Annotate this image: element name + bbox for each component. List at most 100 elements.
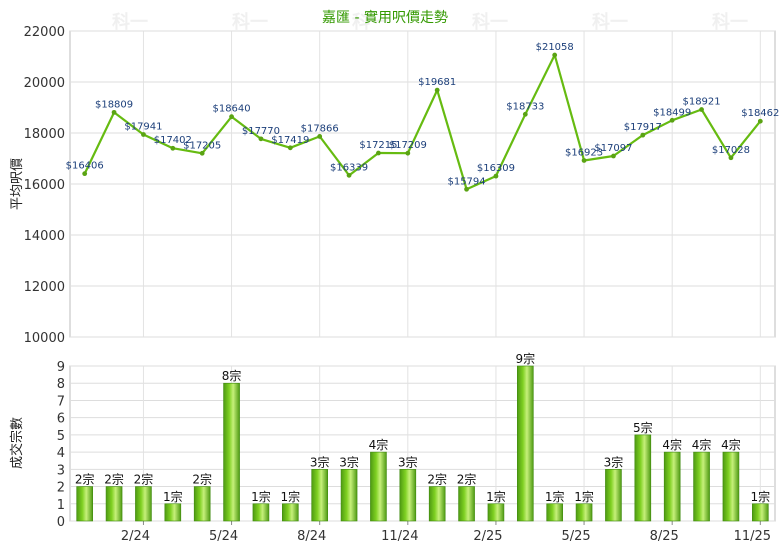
- count-data-label: 1宗: [545, 489, 565, 504]
- count-data-label: 2宗: [427, 472, 447, 487]
- count-bar: [311, 469, 328, 522]
- count-data-label: 4宗: [721, 437, 741, 452]
- count-bar: [693, 451, 710, 522]
- price-data-label: $18462: [741, 108, 779, 119]
- price-point: [434, 87, 440, 93]
- count-bar: [605, 469, 622, 522]
- price-point: [640, 132, 646, 138]
- count-data-label: 2宗: [134, 472, 154, 487]
- price-data-label: $17215: [359, 140, 397, 151]
- chart-title: 嘉匯 - 實用呎價走勢: [322, 9, 448, 26]
- x-tick-label: 2/25: [473, 529, 502, 544]
- count-data-label: 1宗: [280, 489, 300, 504]
- price-point: [82, 171, 88, 177]
- count-data-label: 3宗: [604, 454, 624, 469]
- price-series-line: [83, 53, 762, 191]
- count-bar: [164, 503, 182, 522]
- x-tick-label: 11/24: [381, 529, 418, 544]
- count-data-label: 4宗: [662, 437, 682, 452]
- price-data-label: $17770: [242, 126, 280, 137]
- count-data-label: 8宗: [222, 368, 242, 383]
- count-bar: [458, 486, 475, 522]
- count-data-label: 5宗: [633, 420, 653, 435]
- count-bar: [722, 451, 740, 522]
- price-point: [376, 150, 381, 156]
- x-tick-label: 8/24: [297, 529, 326, 544]
- count-tick-label: 5: [57, 429, 65, 444]
- price-data-label: $17028: [712, 145, 750, 156]
- price-data-label: $17209: [389, 140, 427, 151]
- price-data-label: $18499: [653, 107, 691, 118]
- count-tick-label: 8: [57, 377, 65, 392]
- price-data-label: $15794: [447, 176, 485, 187]
- price-point: [611, 153, 616, 159]
- price-data-label: $16309: [477, 163, 515, 174]
- count-bar: [76, 486, 93, 522]
- count-bar: [487, 503, 505, 522]
- count-bar: [252, 503, 270, 522]
- price-data-label: $17866: [301, 123, 339, 134]
- count-bar: [517, 365, 534, 522]
- count-tick-label: 1: [57, 498, 65, 513]
- price-axis-label: 平均呎價: [10, 158, 25, 210]
- price-data-label: $16923: [565, 147, 603, 158]
- count-bar: [282, 503, 299, 522]
- x-tick-label: 2/24: [121, 529, 150, 544]
- count-tick-label: 9: [57, 360, 65, 375]
- count-bar: [399, 469, 417, 522]
- count-bar: [340, 469, 358, 522]
- count-bar: [575, 503, 593, 522]
- count-data-label: 1宗: [486, 489, 506, 504]
- price-tick-label: 22000: [24, 25, 65, 40]
- watermark: 科一: [712, 11, 748, 33]
- price-point: [141, 132, 146, 137]
- price-point: [317, 134, 323, 139]
- count-bar: [428, 486, 446, 522]
- count-data-label: 1宗: [163, 489, 183, 504]
- price-data-label: $21058: [536, 42, 574, 53]
- price-data-label: $17402: [154, 135, 192, 146]
- price-data-label: $18921: [682, 97, 720, 108]
- count-data-label: 3宗: [310, 454, 330, 469]
- price-point: [346, 172, 352, 178]
- count-bar: [193, 486, 211, 522]
- count-bar: [752, 503, 769, 522]
- price-point: [199, 150, 205, 156]
- count-data-label: 4宗: [692, 437, 712, 452]
- price-data-label: $18809: [95, 99, 133, 110]
- price-data-label: $17419: [271, 135, 309, 146]
- price-tick-label: 12000: [24, 280, 65, 295]
- price-point: [170, 145, 176, 151]
- price-data-label: $17941: [124, 122, 162, 133]
- count-data-label: 2宗: [75, 472, 95, 487]
- count-tick-label: 0: [57, 515, 65, 530]
- price-point: [522, 111, 528, 117]
- price-data-label: $17097: [594, 143, 632, 154]
- count-bar: [546, 503, 563, 522]
- count-tick-label: 4: [57, 446, 65, 461]
- x-tick-label: 5/25: [561, 529, 590, 544]
- count-data-label: 1宗: [574, 489, 594, 504]
- price-data-label: $18733: [506, 101, 544, 112]
- price-point: [287, 145, 293, 151]
- watermark: 科一: [352, 11, 388, 33]
- price-tick-label: 10000: [24, 331, 65, 346]
- count-data-label: 4宗: [369, 437, 389, 452]
- price-point: [581, 158, 587, 163]
- count-bar: [370, 451, 387, 522]
- count-tick-label: 2: [57, 481, 65, 496]
- price-point: [111, 109, 117, 115]
- price-data-label: $17205: [183, 140, 221, 151]
- count-data-label: 2宗: [192, 472, 212, 487]
- price-point: [464, 186, 469, 192]
- price-data-label: $16406: [66, 161, 104, 172]
- x-tick-label: 8/25: [650, 529, 679, 544]
- price-point: [258, 136, 264, 142]
- count-bar: [663, 451, 681, 522]
- price-tick-label: 20000: [24, 76, 65, 91]
- price-tick-label: 18000: [24, 127, 65, 142]
- count-axis-label: 成交宗數: [9, 417, 25, 469]
- price-data-label: $17917: [624, 122, 662, 133]
